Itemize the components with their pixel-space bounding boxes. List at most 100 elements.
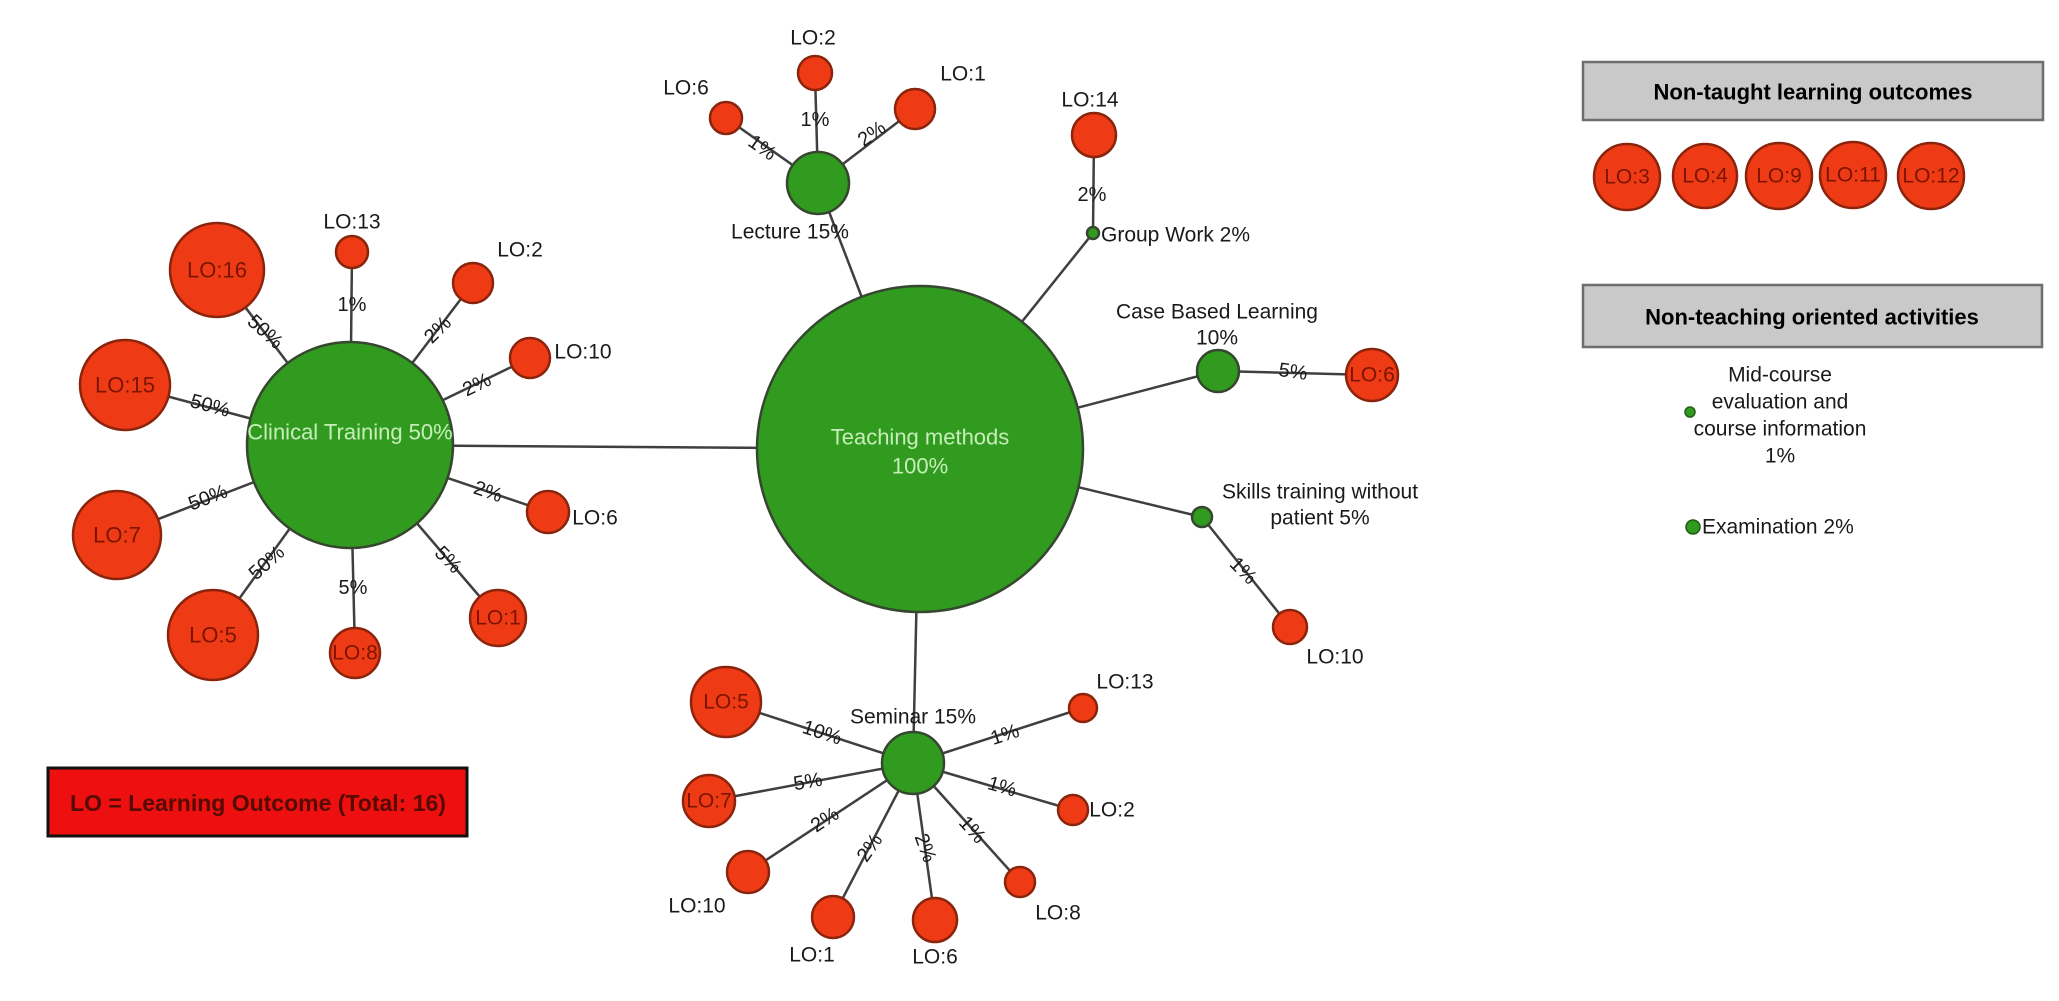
node-skills-training [1190,505,1214,529]
node-teaching-methods [755,284,1085,614]
pct-clinical-lo6: 2% [471,477,506,507]
lecture-lo2-label: LO:2 [790,27,836,50]
edge-seminar-lo7 [708,761,914,803]
case-based-label-line2: 10% [1196,327,1238,350]
node-seminar-lo7 [681,773,737,829]
pct-seminar-lo1: 2% [853,830,888,866]
clinical-lo7-label: LO:7 [93,523,141,548]
clinical-lo2-label: LO:2 [497,239,543,262]
pct-casebased-lo6: 5% [1277,359,1309,385]
node-seminar-lo5 [689,665,763,739]
node-lecture [785,150,851,216]
node-seminar-lo8 [1003,865,1037,899]
non-taught-title: Non-taught learning outcomes [1654,80,1973,105]
node-clinical-lo8 [328,626,382,680]
node-clinical-lo2 [451,261,495,305]
pct-seminar-lo10: 2% [807,803,843,837]
skills-lo10-label: LO:10 [1306,646,1363,669]
node-clinical-lo1 [468,588,528,648]
clinical-lo13-label: LO:13 [323,211,380,234]
mid-course-dot [1684,406,1696,418]
pct-clinical-lo7: 50% [185,480,230,515]
seminar-lo7-label: LO:7 [686,790,732,813]
node-nontaught-lo9 [1744,141,1814,211]
clinical-lo8-label: LO:8 [332,642,378,665]
node-clinical-lo13 [334,234,370,270]
node-seminar-lo1 [810,894,856,940]
pct-clinical-lo8: 5% [339,577,368,599]
group-work-label: Group Work 2% [1101,224,1250,247]
seminar-lo10-label: LO:10 [668,895,725,918]
non-taught-header-box [1581,60,2045,122]
node-nontaught-lo4 [1671,142,1739,210]
nontaught-lo9-label: LO:9 [1756,165,1802,188]
node-nontaught-lo11 [1818,140,1888,210]
pct-seminar-lo7: 5% [792,769,825,796]
node-clinical-training [245,340,455,550]
seminar-lo8-label: LO:8 [1035,902,1081,925]
node-clinical-lo16 [168,221,266,319]
examination-dot [1685,519,1701,535]
pct-clinical-lo2: 2% [420,312,456,348]
nontaught-lo12-label: LO:12 [1902,165,1959,188]
lecture-lo6-label: LO:6 [663,77,709,100]
legend-text: LO = Learning Outcome (Total: 16) [70,790,446,816]
clinical-lo5-label: LO:5 [189,623,237,648]
pct-seminar-lo5: 10% [800,716,845,749]
pct-clinical-lo15: 50% [188,390,233,422]
node-lecture-lo2 [796,54,834,92]
node-seminar-lo10 [725,849,771,895]
groupwork-lo14-label: LO:14 [1061,89,1119,112]
pct-groupwork-lo14: 2% [1078,184,1107,206]
mid-course-line2: evaluation and [1712,391,1849,414]
non-teaching-header-box [1581,283,2044,349]
lecture-label: Lecture 15% [731,221,849,244]
clinical-lo10-label: LO:10 [554,341,611,364]
nontaught-lo11-label: LO:11 [1825,164,1881,187]
node-lecture-lo1 [893,87,937,131]
mid-course-line3: course information [1694,418,1867,441]
nontaught-lo4-label: LO:4 [1682,165,1728,188]
pct-seminar-lo2: 1% [985,772,1019,801]
casebased-lo6-label: LO:6 [1349,364,1395,387]
node-clinical-lo6 [525,489,571,535]
node-seminar [880,730,946,796]
pct-seminar-lo6: 2% [910,831,941,866]
seminar-lo5-label: LO:5 [703,691,749,714]
non-teaching-title: Non-teaching oriented activities [1645,305,1979,330]
lecture-lo1-label: LO:1 [940,63,986,86]
seminar-lo13-label: LO:13 [1096,671,1153,694]
node-nontaught-lo3 [1592,142,1662,212]
mid-course-line4: 1% [1765,445,1795,468]
node-seminar-lo13 [1067,692,1099,724]
skills-label-line2: patient 5% [1270,507,1369,530]
examination-label: Examination 2% [1702,516,1854,539]
edge-skills-lo10 [1201,516,1291,628]
node-clinical-lo15 [78,338,172,432]
teaching-methods-label: Teaching methods [831,425,1010,450]
legend-box [46,766,469,838]
pct-clinical-lo13: 1% [338,294,367,316]
clinical-lo1-label: LO:1 [475,607,521,630]
node-clinical-lo5 [166,588,260,682]
node-groupwork-lo14 [1070,111,1118,159]
edge-seminar-lo10 [747,761,914,874]
node-case-based-learning [1195,348,1241,394]
node-clinical-lo10 [508,336,552,380]
node-lecture-lo6 [708,100,744,136]
node-group-work [1085,225,1101,241]
node-seminar-lo2 [1056,793,1090,827]
pct-clinical-lo10: 2% [459,369,495,402]
pct-lecture-lo2: 1% [801,109,830,131]
seminar-lo1-label: LO:1 [789,944,835,967]
mid-course-line1: Mid-course [1728,364,1832,387]
teaching-methods-pct: 100% [892,454,948,479]
clinical-lo15-label: LO:15 [95,373,155,398]
pct-seminar-lo13: 1% [988,720,1022,750]
seminar-label: Seminar 15% [850,706,976,729]
seminar-lo6-label: LO:6 [912,946,958,969]
clinical-lo6-label: LO:6 [572,507,618,530]
pct-lecture-lo1: 2% [854,117,890,152]
clinical-lo16-label: LO:16 [187,258,247,283]
